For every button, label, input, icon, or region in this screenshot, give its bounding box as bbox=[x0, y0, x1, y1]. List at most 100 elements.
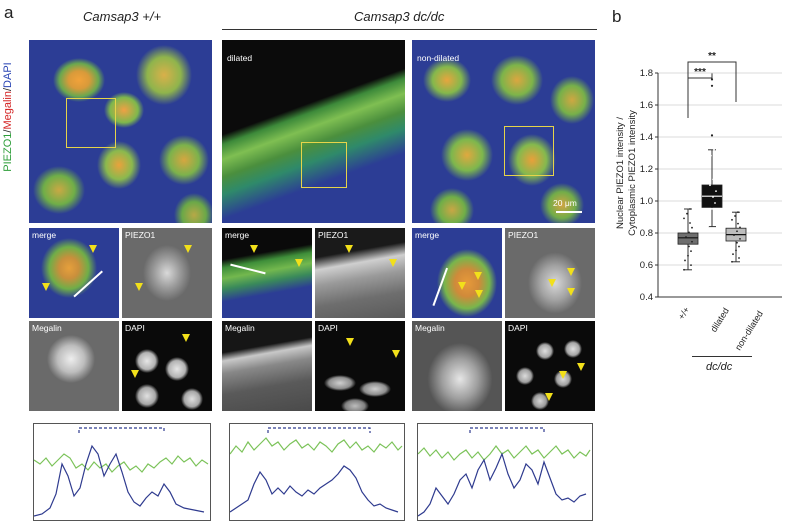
data-point bbox=[683, 217, 685, 220]
line-scan-marker bbox=[432, 267, 448, 306]
data-point bbox=[737, 222, 739, 225]
data-point bbox=[683, 268, 685, 271]
box-plot-chart: 0.4 0.6 0.8 1.0 1.2 1.4 1.6 1.8 ***** bbox=[640, 51, 782, 303]
y-tick-label: 1.4 bbox=[640, 132, 653, 143]
y-tick-label: 0.4 bbox=[640, 292, 653, 303]
merge-label: merge bbox=[225, 230, 250, 240]
group-label: dc/dc bbox=[706, 361, 733, 373]
data-point bbox=[691, 226, 693, 229]
group-underline bbox=[692, 356, 752, 357]
nucleus-arrow bbox=[577, 363, 585, 371]
data-point bbox=[691, 240, 693, 243]
megalin-label: Megalin bbox=[225, 323, 255, 333]
y-tick-label: 1.2 bbox=[640, 164, 653, 175]
dapi-label: DAPI bbox=[318, 323, 338, 333]
data-point bbox=[737, 211, 739, 214]
zoom-region-box bbox=[504, 126, 554, 176]
tile-wt-dapi: DAPI bbox=[122, 321, 212, 411]
nucleus-arrow bbox=[389, 259, 397, 267]
data-point bbox=[739, 238, 741, 240]
data-point bbox=[715, 172, 717, 175]
nucleus-arrow bbox=[567, 288, 575, 296]
piezo1-label: PIEZO1 bbox=[318, 230, 349, 240]
line-scan-marker bbox=[73, 270, 103, 298]
tile-wt-megalin: Megalin bbox=[29, 321, 119, 411]
data-point bbox=[735, 249, 737, 252]
profile-green-trace bbox=[229, 437, 403, 455]
nucleus-arrow bbox=[474, 272, 482, 280]
data-point bbox=[685, 236, 687, 238]
nucleus-arrow bbox=[545, 393, 553, 401]
tile-dilated-piezo1: PIEZO1 bbox=[315, 228, 405, 318]
line-profile-plot bbox=[33, 427, 209, 517]
data-point bbox=[712, 178, 714, 181]
tile-dilated-dapi: DAPI bbox=[315, 321, 405, 411]
tile-dilated-megalin: Megalin bbox=[222, 321, 312, 411]
data-point bbox=[731, 218, 733, 221]
data-point bbox=[734, 215, 736, 217]
micrograph-dilated-overview: dilated bbox=[222, 40, 405, 223]
nucleus-arrow bbox=[295, 259, 303, 267]
data-point bbox=[713, 148, 715, 151]
zoom-region-box bbox=[66, 98, 116, 148]
profile-blue-trace bbox=[33, 444, 205, 517]
profile-blue-trace bbox=[417, 452, 587, 517]
data-point bbox=[715, 190, 717, 193]
data-point bbox=[736, 241, 738, 244]
data-point bbox=[736, 230, 738, 233]
profile-bracket bbox=[78, 427, 165, 433]
data-point bbox=[689, 208, 691, 210]
megalin-label: Megalin bbox=[32, 323, 62, 333]
data-point bbox=[709, 184, 711, 187]
micrograph-wild-type-overview bbox=[29, 40, 212, 223]
merge-label: merge bbox=[415, 230, 440, 240]
data-point bbox=[733, 234, 735, 236]
profile-bracket bbox=[469, 427, 545, 433]
y-tick-label: 0.8 bbox=[640, 228, 653, 239]
data-point bbox=[713, 166, 715, 169]
tile-non-dilated-megalin: Megalin bbox=[412, 321, 502, 411]
tile-non-dilated-piezo1: PIEZO1 bbox=[505, 228, 595, 318]
nucleus-arrow bbox=[89, 245, 97, 253]
nucleus-arrow bbox=[42, 283, 50, 291]
y-axis-label-line-1: Nuclear PIEZO1 intensity / bbox=[615, 117, 626, 229]
data-point bbox=[689, 222, 691, 224]
data-point bbox=[738, 257, 740, 259]
data-point bbox=[731, 260, 733, 263]
data-point bbox=[712, 196, 714, 198]
tile-dilated-merge: merge bbox=[222, 228, 312, 318]
outlier-point bbox=[710, 84, 714, 87]
nucleus-arrow bbox=[548, 279, 556, 287]
label-separator: / bbox=[2, 87, 14, 92]
nucleus-arrow bbox=[250, 245, 258, 253]
outlier-point bbox=[710, 134, 714, 137]
data-point bbox=[738, 245, 740, 248]
nucleus-arrow bbox=[135, 283, 143, 291]
data-point bbox=[707, 160, 709, 163]
panel-a-letter: a bbox=[4, 3, 14, 22]
nucleus-arrow bbox=[184, 245, 192, 253]
data-point bbox=[711, 207, 713, 210]
line-profile-plot bbox=[229, 427, 403, 513]
nucleus-arrow bbox=[182, 334, 190, 342]
significance-label: *** bbox=[694, 67, 706, 78]
data-point bbox=[708, 213, 710, 216]
zoom-region-box bbox=[301, 142, 347, 188]
scale-bar-label: 20 μm bbox=[553, 198, 577, 208]
data-point bbox=[684, 259, 686, 262]
merge-label: merge bbox=[32, 230, 57, 240]
y-tick-label: 1.8 bbox=[640, 68, 653, 79]
line-profile-plot bbox=[417, 427, 591, 517]
scale-bar bbox=[556, 211, 582, 213]
data-point bbox=[710, 154, 712, 157]
column-heading-mutant: Camsap3 dc/dc bbox=[354, 9, 445, 24]
label-dapi: DAPI bbox=[2, 62, 14, 88]
outlier-point bbox=[710, 78, 714, 81]
significance-bracket bbox=[687, 61, 737, 102]
tile-wt-piezo1: PIEZO1 bbox=[122, 228, 212, 318]
data-point bbox=[707, 225, 709, 228]
label-piezo1: PIEZO1 bbox=[2, 132, 14, 172]
tile-wt-merge: merge bbox=[29, 228, 119, 318]
line-profile-dilated bbox=[229, 423, 405, 521]
profile-bracket bbox=[267, 427, 371, 433]
